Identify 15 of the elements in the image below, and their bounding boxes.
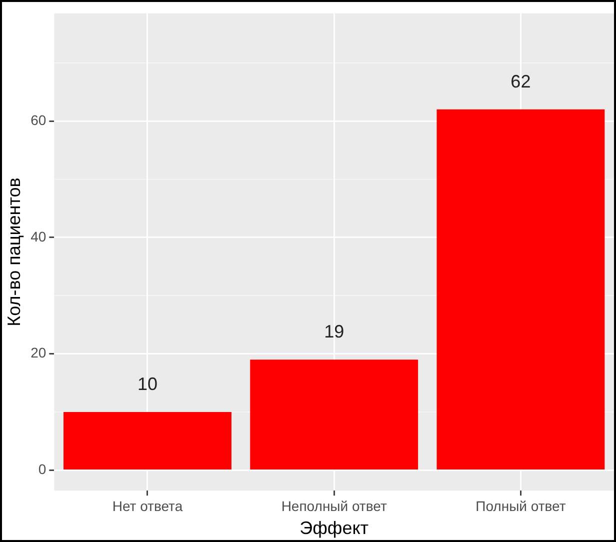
x-tick-label: Полный ответ — [476, 498, 566, 514]
x-axis-title: Эффект — [300, 518, 369, 538]
y-tick-label: 20 — [30, 344, 46, 361]
bar — [250, 360, 418, 470]
bar — [436, 109, 605, 470]
bar — [64, 412, 232, 470]
x-tick-label: Нет ответа — [112, 498, 183, 514]
y-tick-label: 60 — [30, 112, 46, 128]
x-tick-label: Неполный ответ — [281, 498, 388, 514]
data-label: 19 — [324, 322, 344, 342]
data-label: 10 — [137, 374, 158, 394]
data-label: 62 — [510, 71, 531, 92]
y-tick-label: 0 — [38, 461, 46, 478]
y-axis-title: Кол-во пациентов — [4, 178, 24, 326]
y-tick-label: 40 — [30, 228, 46, 244]
